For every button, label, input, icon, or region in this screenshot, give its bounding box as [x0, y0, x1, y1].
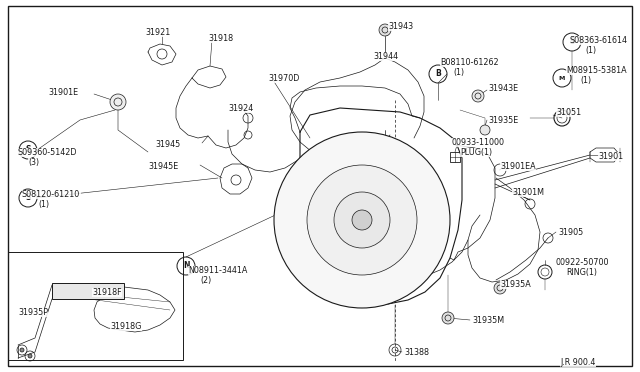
- Text: 31051: 31051: [556, 108, 581, 117]
- Circle shape: [334, 192, 390, 248]
- Text: 31921: 31921: [145, 28, 170, 37]
- Bar: [8, 252, 183, 360]
- Text: 31943: 31943: [388, 22, 413, 31]
- Text: 31945: 31945: [155, 140, 180, 149]
- Text: N08911-3441A: N08911-3441A: [188, 266, 248, 275]
- Circle shape: [352, 210, 372, 230]
- Circle shape: [494, 282, 506, 294]
- Text: S08120-61210: S08120-61210: [22, 190, 80, 199]
- Text: 31901: 31901: [598, 152, 623, 161]
- Text: 31935A: 31935A: [500, 280, 531, 289]
- Text: (2): (2): [200, 276, 211, 285]
- Text: M: M: [559, 76, 565, 80]
- Text: 31901M: 31901M: [512, 188, 544, 197]
- Text: 31918F: 31918F: [92, 288, 122, 297]
- Text: 31945E: 31945E: [148, 162, 179, 171]
- Text: S: S: [26, 193, 31, 202]
- Text: 31901E: 31901E: [48, 88, 78, 97]
- Text: B: B: [435, 70, 441, 78]
- Text: 31935E: 31935E: [488, 116, 518, 125]
- Text: B08110-61262: B08110-61262: [440, 58, 499, 67]
- Text: S: S: [570, 38, 575, 46]
- Text: (1): (1): [453, 68, 464, 77]
- Text: (1): (1): [580, 76, 591, 85]
- Text: 31388: 31388: [404, 348, 429, 357]
- Circle shape: [480, 125, 490, 135]
- Text: PLUG(1): PLUG(1): [460, 148, 492, 157]
- Text: 31905: 31905: [558, 228, 583, 237]
- Text: 31901EA: 31901EA: [500, 162, 536, 171]
- Text: (1): (1): [38, 200, 49, 209]
- Circle shape: [307, 165, 417, 275]
- Text: S09360-5142D: S09360-5142D: [18, 148, 77, 157]
- Text: RING(1): RING(1): [566, 268, 597, 277]
- Text: M08915-5381A: M08915-5381A: [566, 66, 627, 75]
- Circle shape: [110, 94, 126, 110]
- Text: S08363-61614: S08363-61614: [570, 36, 628, 45]
- Text: 31935M: 31935M: [472, 316, 504, 325]
- Circle shape: [442, 312, 454, 324]
- Text: 31944: 31944: [373, 52, 398, 61]
- Text: 31970D: 31970D: [268, 74, 300, 83]
- Text: 00933-11000: 00933-11000: [452, 138, 505, 147]
- Circle shape: [274, 132, 450, 308]
- Circle shape: [28, 354, 32, 358]
- Text: N: N: [183, 262, 189, 270]
- Text: (3): (3): [28, 158, 39, 167]
- Text: 31924: 31924: [228, 104, 253, 113]
- Circle shape: [379, 24, 391, 36]
- Bar: [450, 152, 460, 162]
- Circle shape: [20, 348, 24, 352]
- Circle shape: [472, 90, 484, 102]
- Text: S: S: [26, 145, 31, 154]
- Text: J.R 900.4: J.R 900.4: [560, 358, 595, 367]
- Text: 31935P: 31935P: [18, 308, 48, 317]
- Text: 31943E: 31943E: [488, 84, 518, 93]
- Text: 31918: 31918: [208, 34, 233, 43]
- Bar: [52, 283, 124, 299]
- Text: 00922-50700: 00922-50700: [556, 258, 609, 267]
- Text: (1): (1): [585, 46, 596, 55]
- Text: 31918G: 31918G: [110, 322, 141, 331]
